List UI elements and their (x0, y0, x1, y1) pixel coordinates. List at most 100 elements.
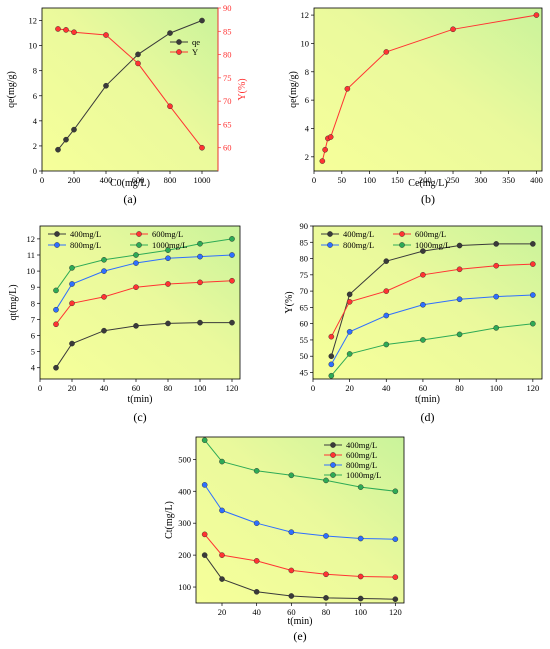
data-point (420, 301, 426, 308)
panel-label: (a) (123, 192, 136, 206)
x-tick-label: 60 (132, 383, 141, 393)
x-tick-label: 0 (311, 383, 315, 393)
y-tick-label: 60 (300, 319, 309, 329)
y-axis-label: qe(mg/g) (6, 71, 17, 108)
y-tick-label: 100 (178, 582, 191, 592)
plot-area-e (195, 436, 405, 604)
data-point (493, 241, 500, 247)
x-tick-label: 400 (530, 175, 543, 185)
x-tick-label: 300 (474, 175, 487, 185)
data-point (53, 306, 59, 313)
data-point (55, 26, 61, 32)
y-tick-label: 400 (178, 486, 191, 496)
y2-tick-label: 80 (223, 50, 232, 60)
y-tick-label: 90 (300, 221, 309, 231)
data-point (165, 320, 171, 327)
y-tick-label: 10 (301, 38, 310, 48)
data-point (420, 248, 426, 254)
chart-panel-d: 0 20 40 60 80 100 120 45 50 55 60 65 70 75 80 85 90 t(min… (284, 221, 543, 424)
legend-label: 400mg/L (346, 440, 377, 450)
data-point (323, 571, 329, 578)
y-tick-label: 6 (33, 91, 37, 101)
data-point (201, 482, 208, 488)
x-axis-label: t(min) (415, 394, 440, 405)
x-tick-label: 200 (419, 175, 432, 185)
y-tick-label: 6 (305, 95, 309, 105)
y-tick-label: 8 (33, 66, 37, 76)
data-point (101, 327, 107, 334)
x-tick-label: 80 (455, 383, 464, 393)
x-tick-label: 1000 (194, 175, 211, 185)
y-tick-label: 12 (27, 234, 36, 244)
legend-label: 800mg/L (346, 460, 377, 470)
x-tick-label: 40 (252, 607, 261, 617)
data-point (253, 520, 260, 526)
legend-label: 400mg/L (70, 229, 101, 239)
data-point (197, 319, 203, 326)
legend-label: 1000mg/L (346, 470, 381, 480)
x-tick-label: 400 (100, 175, 113, 185)
y-tick-label: 4 (31, 363, 36, 373)
y2-tick-label: 60 (223, 143, 232, 153)
data-point (197, 279, 203, 286)
data-point (456, 296, 463, 303)
y2-tick-label: 85 (223, 26, 232, 36)
legend-marker (136, 242, 142, 248)
legend-marker (330, 472, 336, 478)
data-point (53, 321, 59, 328)
data-point (346, 328, 353, 335)
data-point (322, 146, 328, 153)
data-point (456, 331, 463, 338)
data-point (197, 240, 203, 247)
chart-panel-e: 20 40 60 80 100 120 100 200 300 400 500 t(min) Ct(mg… (164, 436, 405, 643)
data-point (71, 29, 77, 36)
data-point (530, 320, 536, 327)
y-tick-label: 500 (178, 454, 191, 464)
legend-marker (399, 231, 405, 237)
data-point (530, 241, 536, 247)
data-point (383, 258, 390, 264)
data-point (328, 333, 335, 340)
y-tick-label: 45 (300, 367, 309, 377)
legend-label: Y (192, 47, 198, 57)
data-point (165, 255, 171, 262)
data-point (103, 32, 109, 38)
y-tick-label: 70 (300, 286, 309, 296)
x-tick-label: 200 (68, 175, 81, 185)
legend-marker (54, 242, 60, 248)
data-point (253, 589, 260, 595)
y-axis-label: qe(mg/g) (288, 71, 299, 108)
data-point (53, 364, 59, 371)
y-axis-label: qt(mg/L) (8, 284, 19, 320)
data-point (133, 260, 139, 266)
data-point (420, 337, 426, 343)
x-tick-label: 120 (226, 383, 239, 393)
x-tick-label: 50 (338, 175, 347, 185)
data-point (229, 236, 235, 242)
y2-tick-label: 75 (223, 73, 232, 83)
y2-axis-label: Y(%) (237, 78, 248, 100)
y-tick-label: 65 (300, 302, 309, 312)
data-point (167, 103, 173, 110)
legend-marker (136, 231, 142, 237)
data-point (253, 468, 260, 474)
legend-marker (176, 39, 182, 45)
data-point (101, 294, 107, 300)
y-tick-label: 10 (27, 266, 36, 276)
y-tick-label: 12 (301, 10, 310, 20)
data-point (165, 281, 171, 287)
legend-marker (399, 242, 405, 248)
data-point (357, 595, 364, 602)
y-tick-label: 4 (305, 123, 310, 133)
data-point (288, 472, 295, 479)
panel-label: (b) (421, 192, 435, 206)
x-tick-label: 20 (68, 383, 77, 393)
legend-label: 600mg/L (415, 229, 446, 239)
plot-area-a (41, 7, 219, 172)
data-point (165, 247, 171, 253)
x-tick-label: 0 (40, 175, 44, 185)
data-point (253, 558, 260, 564)
data-point (392, 574, 399, 580)
